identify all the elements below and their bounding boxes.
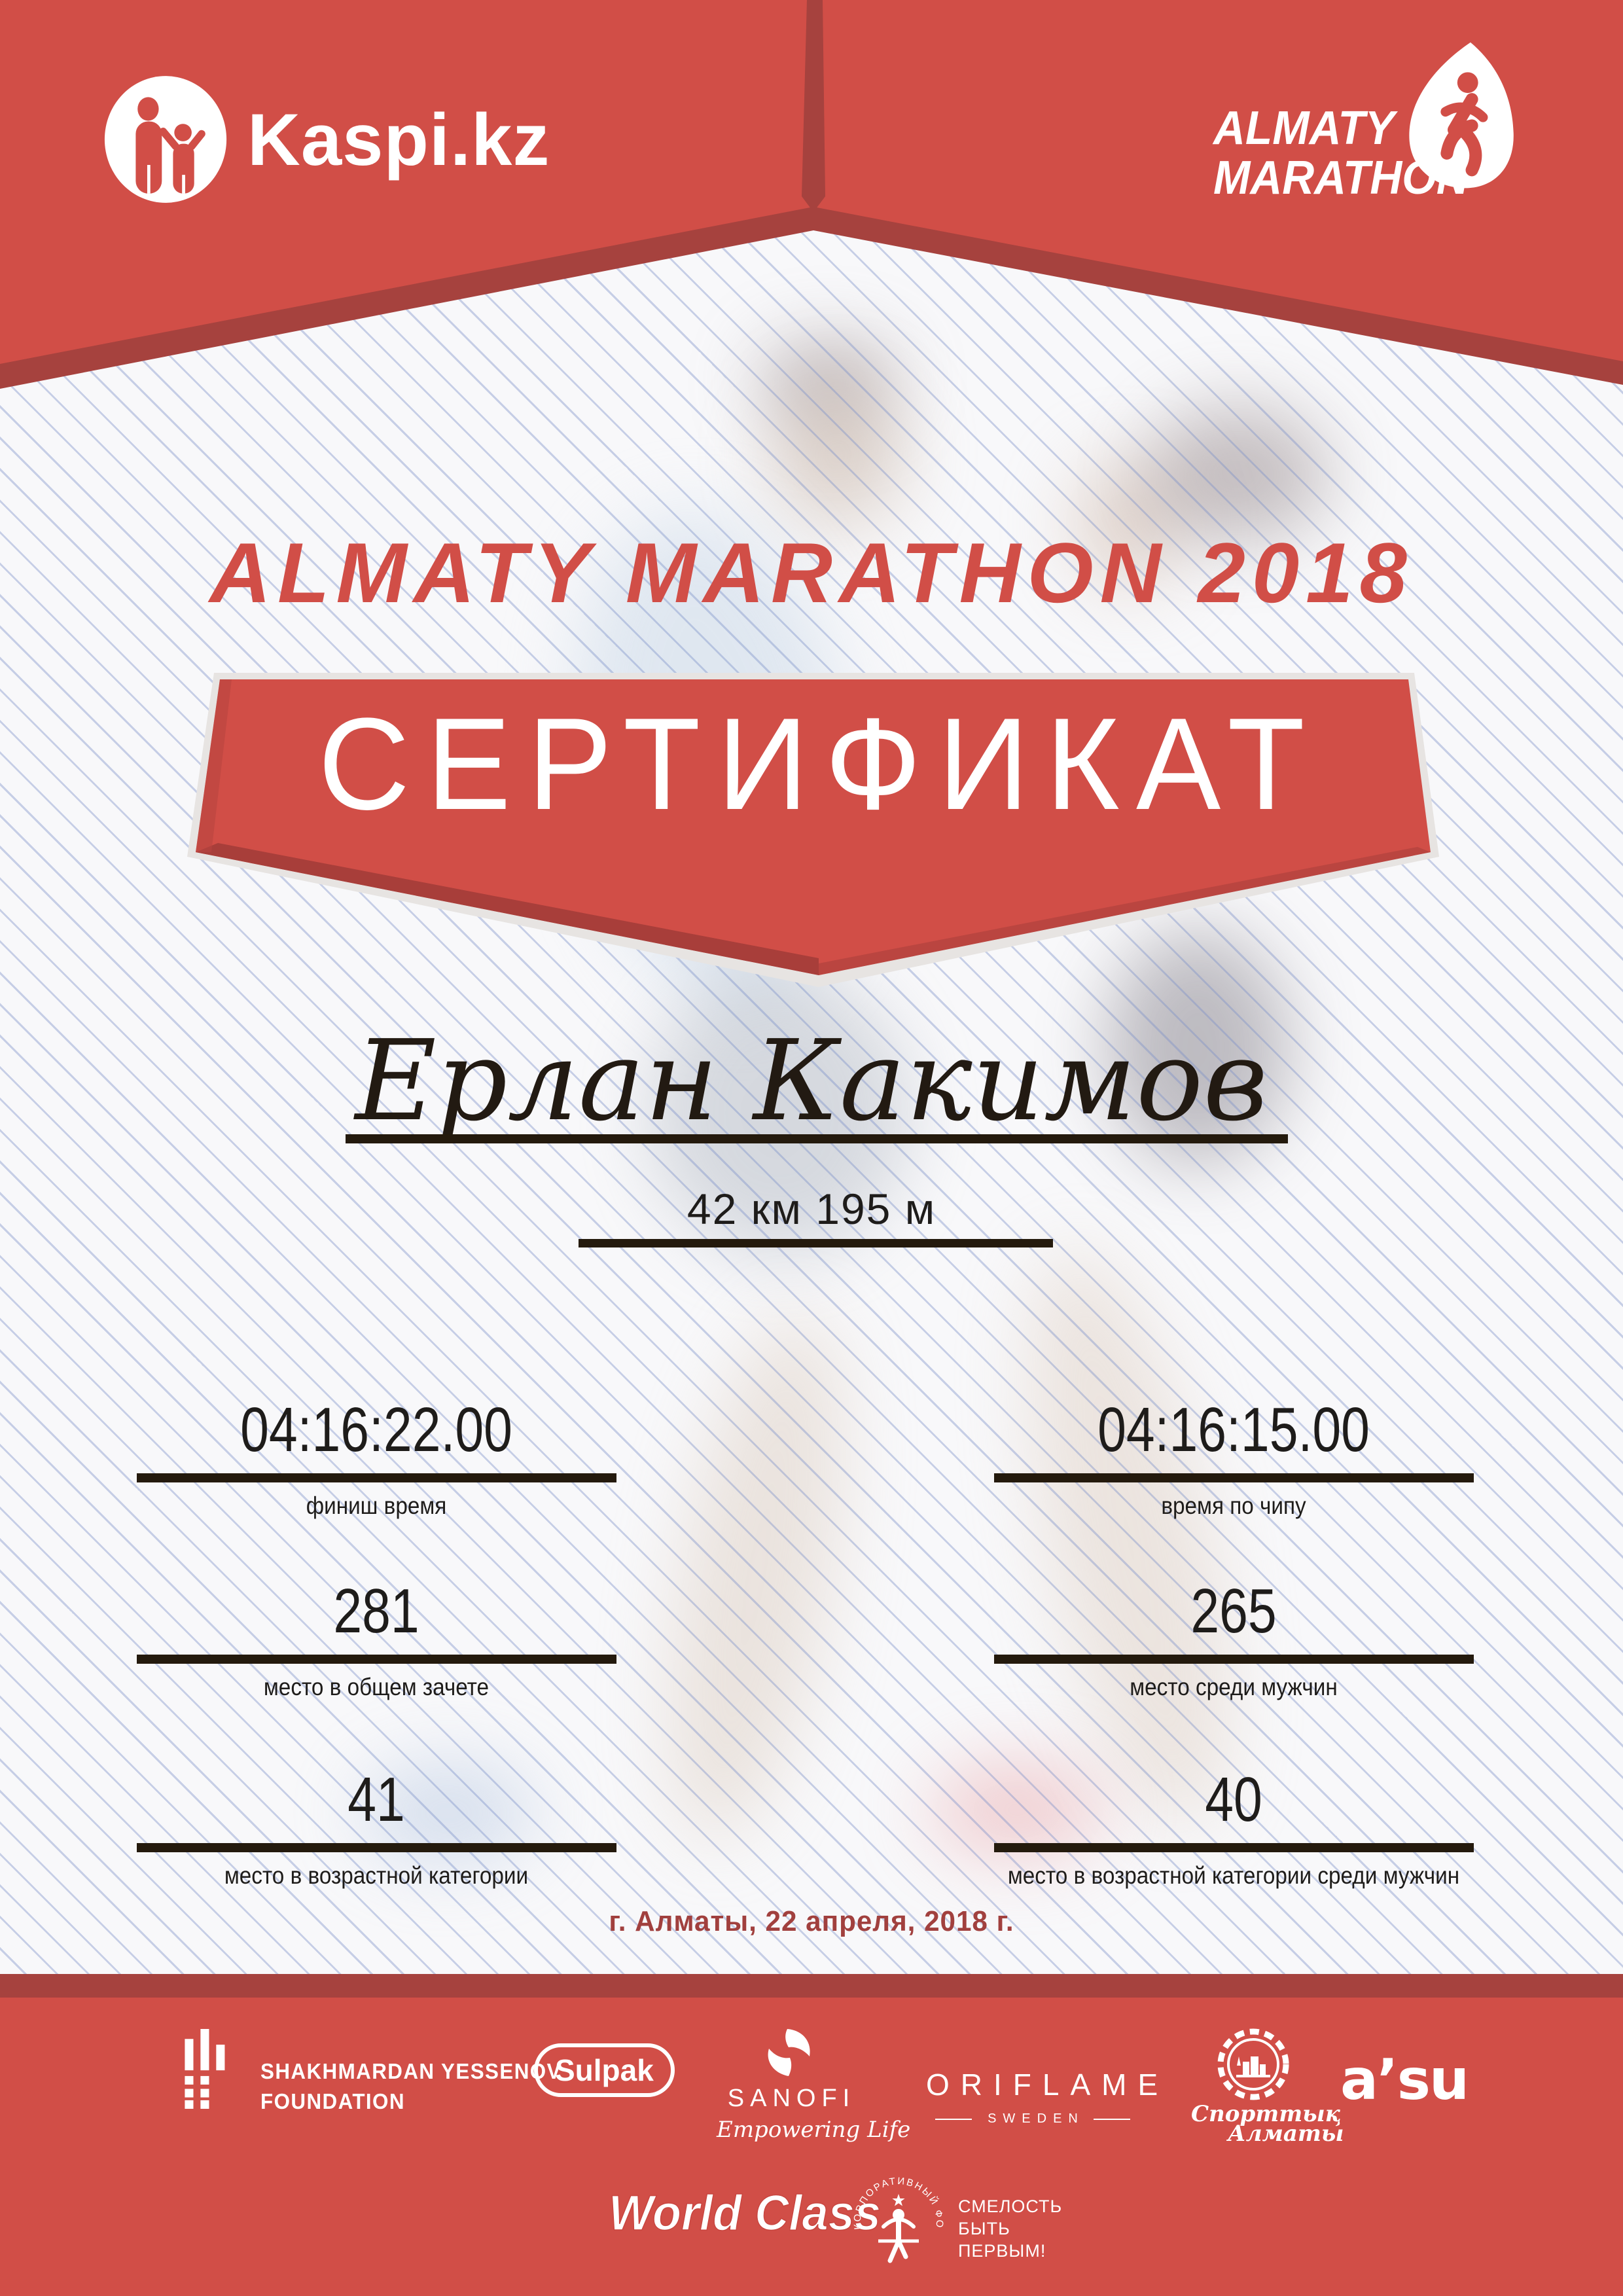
stat-gender-place: 265 место среди мужчин — [946, 1579, 1522, 1702]
event-title: ALMATY MARATHON 2018 — [209, 525, 1414, 620]
asu-label: a’su — [1340, 2047, 1469, 2113]
stat-label: финиш время — [306, 1492, 447, 1519]
oriflame-label: ORIFLAME — [926, 2068, 1169, 2102]
certificate-badge — [187, 673, 1439, 987]
stat-underline-bar — [136, 1473, 616, 1482]
stat-value: 265 — [1190, 1576, 1277, 1646]
yessenov-line1: SHAKHMARDAN YESSENOV — [260, 2059, 562, 2083]
kaspi-logo-icon — [104, 76, 227, 203]
badge-fold-shadow-right — [819, 847, 1431, 975]
stat-chip-time: 04:16:15.00 время по чипу — [946, 1397, 1522, 1520]
sponsor-world-class: World Class — [608, 2185, 881, 2242]
stat-value: 41 — [348, 1765, 405, 1835]
oriflame-subline: SWEDEN — [988, 2111, 1084, 2126]
participant-name: Ерлан Какимов — [355, 1016, 1268, 1146]
fund-line2: БЫТЬ — [958, 2219, 1010, 2238]
photo-blob — [1106, 929, 1289, 1165]
almaty-logo-line1: ALMATY — [1213, 102, 1395, 154]
badge-fold-shadow-side — [196, 679, 232, 852]
sponsor-yessenov-foundation: SHAKHMARDAN YESSENOV FOUNDATION — [185, 2029, 577, 2117]
photo-blob — [772, 380, 903, 530]
stat-value: 04:16:22.00 — [240, 1395, 512, 1465]
sulpak-label: Sulpak — [555, 2053, 654, 2087]
sporttyk-emblem-icon — [1217, 2028, 1289, 2100]
stat-label: место среди мужчин — [1130, 1674, 1338, 1700]
stat-underline-bar — [993, 1473, 1474, 1482]
certificate-label: СЕРТИФИКАТ — [318, 691, 1322, 837]
header-ribbon-crease — [802, 0, 825, 212]
sponsor-sulpak: Sulpak — [534, 2043, 675, 2097]
yessenov-foundation-icon — [185, 2029, 225, 2109]
fund-line1: СМЕЛОСТЬ — [958, 2197, 1063, 2216]
stat-age-category-gender-place: 40 место в возрастной категории среди му… — [946, 1767, 1522, 1890]
stat-underline-bar — [136, 1843, 616, 1852]
almaty-marathon-logo: ALMATY MARATHON — [1213, 103, 1469, 203]
runner-drop-icon — [1409, 42, 1514, 188]
sponsor-asu: a’su — [1340, 2047, 1469, 2113]
sporttyk-line1: Спорттық — [1191, 2101, 1341, 2127]
photo-blob — [648, 969, 910, 1257]
photo-blob — [1145, 406, 1329, 543]
distance-underline-bar — [579, 1239, 1053, 1247]
sponsor-sanofi: SANOFI Empowering Life — [717, 2028, 911, 2143]
header-ribbon — [0, 0, 1623, 389]
stat-label: место в возрастной категории среди мужчи… — [1007, 1862, 1460, 1889]
stat-label: место в возрастной категории — [224, 1862, 529, 1889]
stat-value: 40 — [1205, 1765, 1262, 1835]
stat-label: место в общем зачете — [263, 1674, 490, 1700]
stat-underline-bar — [993, 1655, 1474, 1664]
stat-label: время по чипу — [1161, 1492, 1306, 1519]
footer-dark-stripe — [0, 1974, 1623, 1998]
sponsor-oriflame: ORIFLAME SWEDEN — [915, 2067, 1169, 2126]
sanofi-bird-icon — [768, 2029, 810, 2076]
badge-fold-shadow-left — [196, 843, 819, 975]
fund-runner-icon: КОРПОРАТИВНЫЙ ФОНД — [849, 2166, 944, 2263]
stat-value: 281 — [333, 1576, 419, 1646]
photo-blob — [1073, 458, 1185, 589]
name-underline-bar — [346, 1134, 1288, 1143]
fund-line3: ПЕРВЫМ! — [958, 2241, 1046, 2261]
yessenov-line2: FOUNDATION — [260, 2089, 405, 2113]
stat-age-category-place: 41 место в возрастной категории — [88, 1767, 664, 1890]
sponsor-sporttyk-almaty: Спорттық Алматы — [1191, 2028, 1344, 2147]
event-date-location: г. Алматы, 22 апреля, 2018 г. — [609, 1905, 1014, 1937]
stat-value: 04:16:15.00 — [1097, 1395, 1370, 1465]
photo-blob — [929, 1761, 1106, 1859]
kaspi-logo-text: Kaspi.kz — [247, 98, 550, 181]
stat-overall-place: 281 место в общем зачете — [88, 1579, 664, 1702]
stat-finish-time: 04:16:22.00 финиш время — [88, 1397, 664, 1520]
distance-value: 42 км 195 м — [687, 1185, 936, 1233]
sanofi-label: SANOFI — [727, 2085, 856, 2112]
sanofi-tagline: Empowering Life — [717, 2117, 911, 2143]
footer-sponsor-band — [0, 1998, 1623, 2296]
sporttyk-line2: Алматы — [1228, 2121, 1344, 2147]
stat-underline-bar — [993, 1843, 1474, 1852]
stat-underline-bar — [136, 1655, 616, 1664]
worldclass-label: World Class — [608, 2185, 881, 2242]
kaspi-logo: Kaspi.kz — [103, 75, 550, 204]
sponsor-corporate-fund: КОРПОРАТИВНЫЙ ФОНД СМЕЛОСТЬ БЫТЬ ПЕРВЫМ! — [849, 2166, 1062, 2271]
oriflame-rule-right — [1093, 2118, 1130, 2120]
oriflame-rule-left — [935, 2118, 972, 2120]
fund-star-icon — [892, 2194, 905, 2206]
